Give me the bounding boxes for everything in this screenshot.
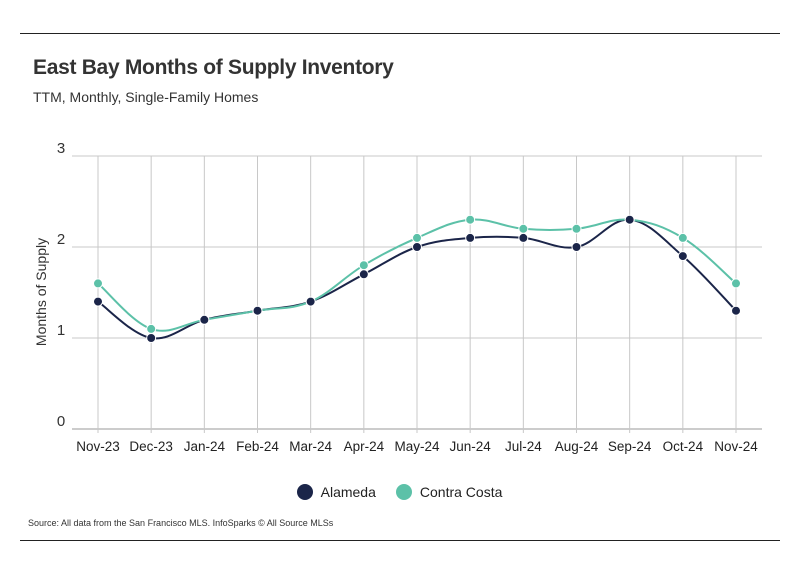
y-tick-label: 2: [57, 231, 65, 248]
point-contra-costa-nov-24: [731, 278, 741, 289]
chart-subtitle: TTM, Monthly, Single-Family Homes: [33, 89, 259, 105]
point-alameda-dec-23: [146, 333, 157, 343]
chart-title: East Bay Months of Supply Inventory: [33, 56, 394, 79]
point-alameda-mar-24: [305, 296, 316, 307]
point-alameda-may-24: [412, 242, 422, 252]
legend-marker-contra-costa: [395, 484, 412, 500]
x-tick-label: May-24: [394, 439, 440, 454]
point-contra-costa-jul-24: [518, 223, 529, 234]
source-note: Source: All data from the San Francisco …: [28, 518, 334, 528]
point-alameda-apr-24: [358, 269, 369, 280]
top-rule: [20, 33, 780, 34]
x-tick-label: Mar-24: [289, 439, 332, 454]
x-tick-label: Feb-24: [236, 439, 279, 454]
x-tick-label: Oct-24: [663, 439, 704, 454]
point-alameda-oct-24: [677, 251, 688, 262]
x-tick-label: Apr-24: [344, 439, 385, 454]
y-axis-ticks: 0 1 2 3: [57, 140, 65, 430]
point-contra-costa-oct-24: [677, 232, 688, 243]
y-tick-label: 1: [57, 322, 65, 339]
point-contra-costa-may-24: [412, 232, 422, 243]
x-tick-label: Jul-24: [505, 439, 542, 454]
legend-label-contra-costa: Contra Costa: [419, 484, 503, 500]
point-contra-costa-aug-24: [571, 223, 582, 234]
legend-item-alameda: Alameda: [296, 484, 376, 500]
bottom-rule: [20, 540, 780, 541]
y-tick-label: 3: [57, 140, 65, 157]
grid: [72, 155, 762, 433]
point-contra-costa-nov-23: [93, 278, 103, 289]
x-tick-label: Jan-24: [184, 439, 226, 454]
x-tick-label: Sep-24: [608, 439, 652, 454]
x-axis-ticks: Nov-23 Dec-23 Jan-24 Feb-24 Mar-24 Apr-24 May-…: [76, 439, 758, 454]
y-tick-label: 0: [57, 413, 65, 430]
legend-item-contra-costa: Contra Costa: [395, 484, 503, 500]
legend: Alameda Contra Costa: [0, 484, 799, 500]
x-tick-label: Aug-24: [555, 439, 599, 454]
point-alameda-aug-24: [571, 242, 582, 252]
point-alameda-sep-24: [624, 214, 635, 225]
legend-label-alameda: Alameda: [320, 484, 376, 500]
point-contra-costa-jun-24: [465, 214, 476, 225]
series-points: [93, 214, 741, 343]
series-layer: [93, 214, 741, 343]
point-alameda-nov-24: [731, 305, 741, 316]
point-contra-costa-dec-23: [146, 323, 157, 334]
point-alameda-jul-24: [518, 232, 529, 243]
x-tick-label: Jun-24: [450, 439, 492, 454]
point-alameda-jan-24: [199, 314, 210, 325]
legend-marker-alameda: [296, 484, 313, 500]
x-tick-label: Nov-23: [76, 439, 120, 454]
point-alameda-feb-24: [252, 305, 263, 316]
point-alameda-jun-24: [465, 232, 476, 243]
x-tick-label: Dec-23: [129, 439, 173, 454]
x-tick-label: Nov-24: [714, 439, 758, 454]
y-axis-label: Months of Supply: [33, 238, 49, 346]
point-alameda-nov-23: [93, 296, 103, 307]
point-contra-costa-apr-24: [358, 260, 369, 271]
